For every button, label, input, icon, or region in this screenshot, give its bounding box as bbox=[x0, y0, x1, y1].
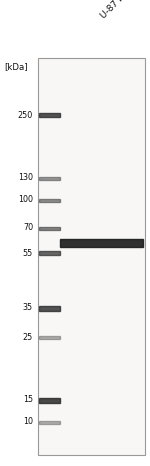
Bar bbox=[39, 199, 60, 201]
Text: 35: 35 bbox=[23, 303, 33, 313]
Text: [kDa]: [kDa] bbox=[4, 62, 28, 71]
Text: 250: 250 bbox=[18, 110, 33, 119]
Bar bbox=[39, 336, 60, 338]
Text: 10: 10 bbox=[23, 418, 33, 426]
Bar bbox=[39, 306, 60, 310]
Bar bbox=[39, 420, 60, 424]
Bar bbox=[39, 113, 60, 117]
Text: 70: 70 bbox=[23, 224, 33, 233]
Text: 55: 55 bbox=[23, 248, 33, 258]
Text: 100: 100 bbox=[18, 196, 33, 205]
Bar bbox=[38, 58, 145, 455]
Text: 15: 15 bbox=[23, 396, 33, 404]
Bar bbox=[39, 177, 60, 179]
Bar bbox=[39, 397, 60, 403]
Text: 25: 25 bbox=[23, 333, 33, 342]
Bar bbox=[39, 226, 60, 229]
Text: 130: 130 bbox=[18, 173, 33, 183]
Bar bbox=[60, 239, 143, 247]
Bar bbox=[39, 251, 60, 255]
Text: U-87 MG: U-87 MG bbox=[99, 0, 132, 20]
